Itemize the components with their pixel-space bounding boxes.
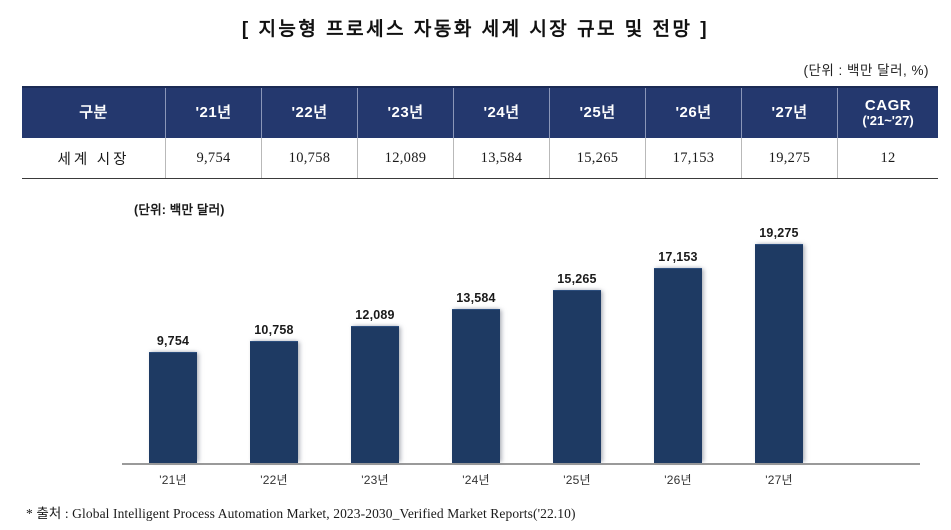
bar-group: 9,754	[149, 334, 197, 463]
table: 구분 '21년 '22년 '23년 '24년 '25년 '26년 '27년 CA…	[22, 86, 938, 179]
table-cell-y2021: 9,754	[165, 138, 262, 179]
table-cell-cagr: 12	[837, 138, 938, 179]
bar[interactable]	[149, 352, 197, 463]
x-axis-tick-label: '25년	[563, 473, 591, 487]
x-axis-tick-label: '21년	[159, 473, 187, 487]
table-header-cell-y2026: '26년	[645, 86, 742, 138]
cagr-label-line2: ('21~'27)	[862, 113, 914, 129]
table-header-cell-y2021: '21년	[165, 86, 262, 138]
bar-group: 12,089	[351, 308, 399, 463]
table-body: 세계 시장 9,754 10,758 12,089 13,584 15,265 …	[22, 138, 938, 179]
bar-value-label: 15,265	[557, 272, 597, 286]
table-cell-y2025: 15,265	[549, 138, 646, 179]
x-axis-tick-label: '27년	[765, 473, 793, 487]
bar[interactable]	[351, 326, 399, 463]
bar-value-label: 17,153	[658, 250, 698, 264]
table-header-cell-y2025: '25년	[549, 86, 646, 138]
table-cell-y2027: 19,275	[741, 138, 838, 179]
bar-value-label: 19,275	[759, 226, 799, 240]
table-cell-y2023: 12,089	[357, 138, 454, 179]
table-header-cell-y2023: '23년	[357, 86, 454, 138]
chart-axis-line	[122, 463, 920, 465]
table-header-cell-y2022: '22년	[261, 86, 358, 138]
bar-value-label: 9,754	[156, 334, 190, 348]
bar[interactable]	[553, 290, 601, 463]
bar-group: 17,153	[654, 250, 702, 463]
cagr-label-line1: CAGR	[864, 96, 912, 114]
page-title: [ 지능형 프로세스 자동화 세계 시장 규모 및 전망 ]	[241, 19, 710, 40]
bar[interactable]	[755, 244, 803, 463]
chart-unit-note: (단위: 백만 달러)	[134, 203, 225, 217]
bar[interactable]	[654, 268, 702, 463]
x-axis-tick-label: '23년	[361, 473, 389, 487]
table-cell-y2024: 13,584	[453, 138, 550, 179]
table-cell-y2022: 10,758	[261, 138, 358, 179]
table-header: 구분 '21년 '22년 '23년 '24년 '25년 '26년 '27년 CA…	[22, 86, 938, 138]
bar-group: 10,758	[250, 323, 298, 463]
table-header-row: 구분 '21년 '22년 '23년 '24년 '25년 '26년 '27년 CA…	[22, 86, 938, 138]
table-cell-row-label: 세계 시장	[22, 138, 166, 179]
bar-group: 13,584	[452, 291, 500, 463]
source-note: * 출처 : Global Intelligent Process Automa…	[26, 506, 576, 521]
table-header-cell-category: 구분	[22, 86, 166, 138]
x-axis-tick-label: '22년	[260, 473, 288, 487]
x-axis-tick-label: '26년	[664, 473, 692, 487]
table-row: 세계 시장 9,754 10,758 12,089 13,584 15,265 …	[22, 138, 938, 179]
table-cell-y2026: 17,153	[645, 138, 742, 179]
table-header-cell-y2027: '27년	[741, 86, 838, 138]
chart-plot-area: 9,754 '21년 10,758 '22년 12,089 '23년 13,584 '24년 1…	[0, 222, 951, 487]
market-size-table: 구분 '21년 '22년 '23년 '24년 '25년 '26년 '27년 CA…	[22, 86, 938, 179]
bar-group: 19,275	[755, 226, 803, 463]
x-axis-tick-label: '24년	[462, 473, 490, 487]
bar-value-label: 13,584	[456, 291, 496, 305]
table-header-cell-y2024: '24년	[453, 86, 550, 138]
bar-chart: (단위: 백만 달러) 9,754 '21년 10,758 '22년 12,089 '23…	[0, 196, 951, 506]
bar-value-label: 10,758	[254, 323, 294, 337]
bar[interactable]	[452, 309, 500, 463]
table-header-cell-cagr: CAGR ('21~'27)	[837, 86, 938, 138]
unit-note-top: (단위 : 백만 달러, %)	[803, 63, 929, 78]
bar[interactable]	[250, 341, 298, 463]
bar-value-label: 12,089	[355, 308, 395, 322]
bar-group: 15,265	[553, 272, 601, 463]
